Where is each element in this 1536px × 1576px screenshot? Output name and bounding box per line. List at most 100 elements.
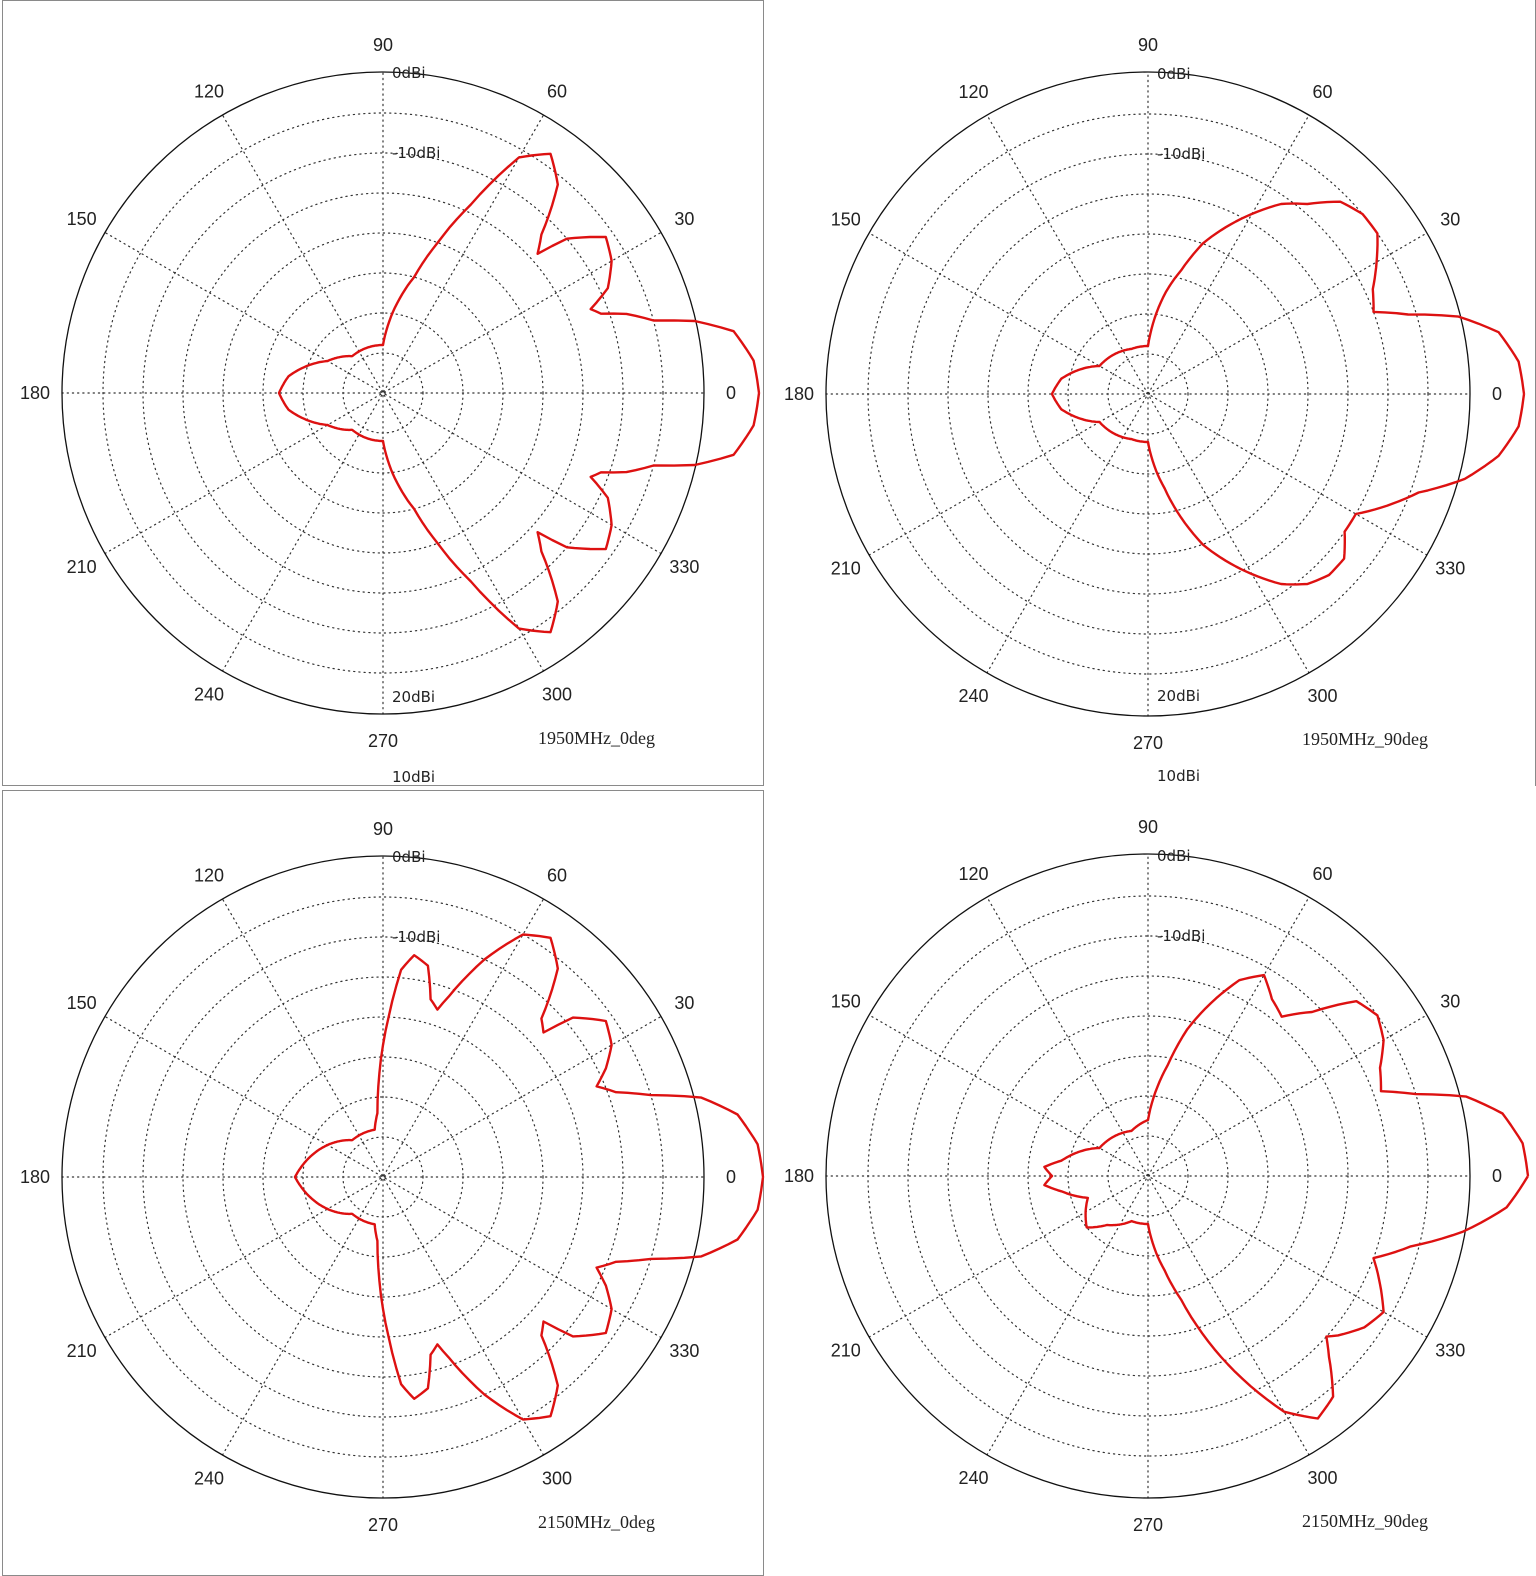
angle-tick-label: 240 (194, 1468, 224, 1488)
angle-tick-label: 330 (1435, 559, 1465, 579)
angle-tick-label: 30 (1440, 992, 1460, 1012)
angle-tick-label: 240 (958, 1468, 988, 1488)
angle-tick-label: 60 (547, 82, 567, 102)
radial-tick-label: 0dBi (1157, 847, 1191, 865)
outer-circle (61, 855, 705, 1499)
angle-tick-label: 150 (831, 210, 861, 230)
outer-circle (61, 71, 705, 715)
polar-svg: 0 30 60 90 120 150 180 210 240 270 300 330 -10dBi 0dB… (20, 688, 765, 1535)
gain-pattern-trace (277, 152, 761, 634)
angle-tick-label: 120 (958, 82, 988, 102)
polar-grid (825, 71, 1471, 717)
angle-tick-label: 180 (20, 1167, 50, 1187)
grid-ring (182, 192, 584, 594)
angle-tick-label: 240 (194, 684, 224, 704)
angle-tick-label: 330 (1435, 1341, 1465, 1361)
radial-tick-label: 0dBi (1157, 65, 1191, 83)
angle-tick-label: 300 (1307, 1468, 1337, 1488)
angle-tick-label: 330 (669, 1341, 699, 1361)
angle-tick-label: 210 (831, 559, 861, 579)
radial-tick-label: -10dBi (1157, 145, 1205, 163)
angle-tick-label: 150 (67, 209, 97, 229)
grid-spoke (104, 1015, 662, 1339)
grid-spoke (221, 898, 545, 1456)
angle-tick-label: 90 (1138, 35, 1158, 55)
radial-tick-label: 10dBi (392, 0, 435, 2)
angle-tick-label: 180 (20, 383, 50, 403)
grid-ring (947, 975, 1349, 1377)
polar-plot-1950mhz-0deg: 0 30 60 90 120 150 180 210 240 270 300 330 -10dBi 0dB… (2, 0, 764, 786)
angle-tick-label: 240 (958, 686, 988, 706)
radial-tick-label: 10dBi (1157, 0, 1200, 3)
outer-circle (825, 853, 1471, 1499)
angle-tick-label: 120 (194, 82, 224, 102)
grid-spoke (104, 231, 662, 555)
angle-tick-label: 210 (831, 1341, 861, 1361)
polar-grid (825, 853, 1471, 1499)
angle-tick-label: 120 (194, 866, 224, 886)
angle-tick-label: 270 (368, 1515, 398, 1535)
plot-caption: 1950MHz_90deg (1302, 729, 1428, 749)
angle-tick-label: 270 (368, 731, 398, 751)
polar-svg: 0 30 60 90 120 150 180 210 240 270 300 330 -10dBi 0dB… (20, 0, 761, 751)
radial-tick-label: 0dBi (392, 64, 426, 82)
radial-tick-label: -10dBi (392, 144, 440, 162)
grid-ring (262, 1056, 504, 1298)
radial-tick-label: -10dBi (1157, 927, 1205, 945)
gain-pattern-trace (1043, 973, 1530, 1420)
angle-tick-label: 150 (831, 992, 861, 1012)
angle-tick-label: 300 (1307, 686, 1337, 706)
grid-ring (262, 272, 504, 514)
angle-tick-label: 150 (67, 993, 97, 1013)
angle-tick-label: 0 (1492, 384, 1502, 404)
grid-spoke (221, 114, 545, 672)
angle-tick-label: 120 (958, 864, 988, 884)
angle-tick-label: 0 (726, 1167, 736, 1187)
angle-tick-label: 270 (1133, 1515, 1163, 1535)
angle-tick-label: 90 (373, 819, 393, 839)
plot-caption: 2150MHz_90deg (1302, 1511, 1428, 1531)
polar-grid (61, 855, 705, 1499)
angle-tick-label: 300 (542, 1468, 572, 1488)
polar-grid (61, 71, 705, 715)
angle-tick-label: 0 (726, 383, 736, 403)
gain-pattern-trace (293, 933, 765, 1421)
grid-spoke (104, 231, 662, 555)
grid-spoke (868, 232, 1428, 556)
grid-spoke (221, 114, 545, 672)
angle-tick-label: 30 (1440, 210, 1460, 230)
angle-tick-label: 90 (1138, 817, 1158, 837)
angle-tick-label: 60 (1312, 864, 1332, 884)
gain-pattern-trace (1050, 200, 1526, 586)
angle-tick-label: 60 (547, 866, 567, 886)
angle-tick-label: 0 (1492, 1166, 1502, 1186)
radial-tick-label: -10dBi (392, 928, 440, 946)
angle-tick-label: 180 (784, 384, 814, 404)
angle-tick-label: 30 (674, 209, 694, 229)
plot-caption: 2150MHz_0deg (538, 1512, 655, 1532)
radial-tick-label: 20dBi (1157, 687, 1200, 705)
grid-ring (182, 976, 584, 1378)
angle-tick-label: 330 (669, 557, 699, 577)
polar-plot-2150mhz-90deg: 0 30 60 90 120 150 180 210 240 270 300 330 -10dBi 0dB… (768, 687, 1536, 1576)
angle-tick-label: 300 (542, 684, 572, 704)
grid-spoke (104, 1015, 662, 1339)
radial-tick-label: 10dBi (392, 768, 435, 786)
polar-plot-2150mhz-0deg: 0 30 60 90 120 150 180 210 240 270 300 330 -10dBi 0dB… (2, 688, 765, 1576)
angle-tick-label: 30 (674, 993, 694, 1013)
radial-tick-label: 0dBi (392, 848, 426, 866)
polar-plot-1950mhz-90deg: 0 30 60 90 120 150 180 210 240 270 300 330 -10dBi 0dB… (768, 0, 1536, 786)
polar-svg: 0 30 60 90 120 150 180 210 240 270 300 330 -10dBi 0dB… (784, 0, 1526, 753)
grid-spoke (868, 1014, 1428, 1338)
angle-tick-label: 210 (67, 1341, 97, 1361)
radial-tick-label: 10dBi (1157, 767, 1200, 785)
angle-tick-label: 180 (784, 1166, 814, 1186)
grid-ring (947, 193, 1349, 595)
angle-tick-label: 60 (1312, 82, 1332, 102)
outer-circle (825, 71, 1471, 717)
radial-tick-label: 20dBi (392, 688, 435, 706)
angle-tick-label: 270 (1133, 733, 1163, 753)
angle-tick-label: 210 (67, 557, 97, 577)
polar-svg: 0 30 60 90 120 150 180 210 240 270 300 330 -10dBi 0dB… (784, 687, 1530, 1535)
angle-tick-label: 90 (373, 35, 393, 55)
